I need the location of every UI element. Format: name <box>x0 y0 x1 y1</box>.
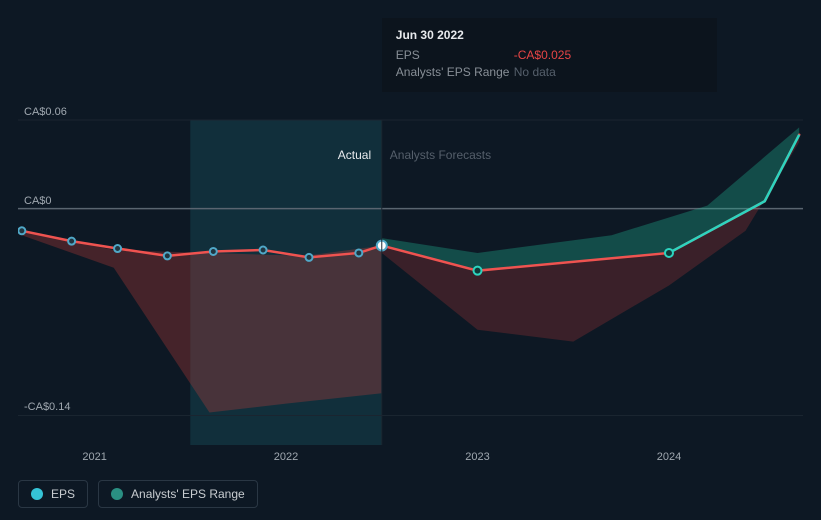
region-label-actual: Actual <box>338 148 371 162</box>
legend-label-range: Analysts' EPS Range <box>131 487 245 501</box>
y-axis-label: CA$0 <box>24 195 52 207</box>
tooltip-value: No data <box>514 65 556 79</box>
region-label-forecast: Analysts Forecasts <box>390 148 491 162</box>
x-axis-label: 2024 <box>657 451 681 463</box>
x-axis-label: 2022 <box>274 451 298 463</box>
y-axis-label: -CA$0.14 <box>24 401 70 413</box>
tooltip-value: -CA$0.025 <box>514 48 571 62</box>
chart-tooltip: Jun 30 2022 EPS-CA$0.025Analysts' EPS Ra… <box>382 18 717 92</box>
legend-swatch-eps <box>31 488 43 500</box>
x-axis-label: 2021 <box>82 451 106 463</box>
tooltip-title: Jun 30 2022 <box>396 28 703 42</box>
tooltip-key: Analysts' EPS Range <box>396 65 514 79</box>
x-axis-label: 2023 <box>465 451 489 463</box>
y-axis-label: CA$0.06 <box>24 106 67 118</box>
legend-item-range[interactable]: Analysts' EPS Range <box>98 480 258 508</box>
legend-label-eps: EPS <box>51 487 75 501</box>
legend-swatch-range <box>111 488 123 500</box>
chart-legend: EPS Analysts' EPS Range <box>18 480 258 508</box>
tooltip-key: EPS <box>396 48 514 62</box>
legend-item-eps[interactable]: EPS <box>18 480 88 508</box>
